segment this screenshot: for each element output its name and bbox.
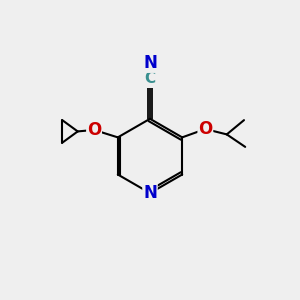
Text: O: O — [198, 120, 212, 138]
Text: C: C — [144, 70, 156, 86]
Text: N: N — [143, 184, 157, 202]
Text: N: N — [143, 54, 157, 72]
Text: O: O — [87, 121, 101, 139]
